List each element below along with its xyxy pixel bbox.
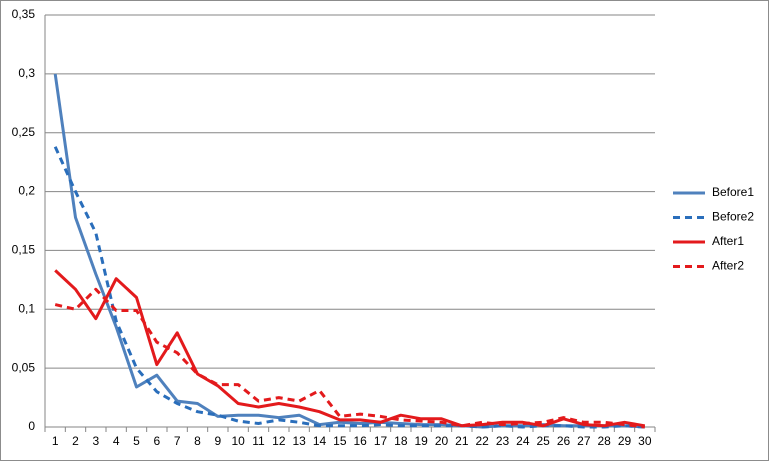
legend-label: Before2 [712,210,754,224]
series-line [54,269,646,428]
x-tick-label: 29 [618,434,632,448]
x-tick-label: 26 [557,434,571,448]
x-tick-label: 5 [133,434,140,448]
x-tick-label: 3 [92,434,99,448]
x-tick-label: 4 [113,434,120,448]
x-tick-label: 2 [72,434,79,448]
x-tick-label: 16 [353,434,367,448]
x-tick-label: 12 [272,434,286,448]
x-tick-label: 11 [252,434,265,448]
x-tick-label: 14 [313,434,327,448]
x-tick-label: 8 [194,434,201,448]
y-tick-label: 0,2 [18,184,35,198]
y-tick-label: 0,05 [12,360,36,374]
x-tick-label: 7 [174,434,181,448]
x-tick-label: 18 [394,434,408,448]
x-tick-label: 15 [333,434,347,448]
y-tick-label: 0,3 [18,66,35,80]
x-tick-label: 28 [597,434,611,448]
x-tick-label: 13 [292,434,306,448]
x-tick-label: 25 [536,434,550,448]
x-tick-label: 17 [374,434,388,448]
x-tick-label: 6 [153,434,160,448]
x-tick-label: 20 [435,434,449,448]
x-tick-label: 23 [496,434,510,448]
x-tick-label: 9 [214,434,221,448]
x-tick-label: 10 [231,434,245,448]
y-tick-label: 0,15 [12,243,36,257]
x-tick-label: 21 [455,434,469,448]
x-tick-label: 19 [414,434,428,448]
x-tick-label: 22 [475,434,489,448]
y-tick-label: 0,35 [12,7,36,21]
x-tick-label: 1 [52,434,59,448]
x-tick-label: 27 [577,434,591,448]
legend-label: After2 [712,259,744,273]
legend-label: After1 [712,234,744,248]
x-tick-label: 24 [516,434,530,448]
y-tick-label: 0 [28,419,35,433]
y-tick-label: 0,1 [18,301,35,315]
y-tick-label: 0,25 [12,125,36,139]
legend-label: Before1 [712,185,754,199]
x-tick-label: 30 [638,434,652,448]
series-line [54,287,645,429]
